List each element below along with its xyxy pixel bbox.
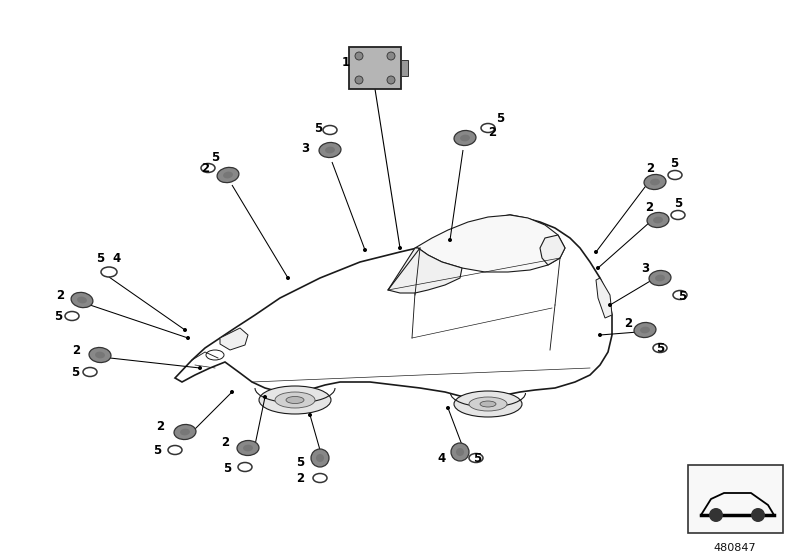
Polygon shape <box>388 248 462 293</box>
Ellipse shape <box>650 179 660 185</box>
Text: 2: 2 <box>624 316 632 329</box>
Ellipse shape <box>223 171 233 179</box>
Circle shape <box>598 333 602 337</box>
Ellipse shape <box>259 386 331 414</box>
Text: 5: 5 <box>674 197 682 209</box>
Ellipse shape <box>655 274 665 281</box>
Ellipse shape <box>237 441 259 455</box>
Bar <box>401 60 408 76</box>
Ellipse shape <box>640 326 650 333</box>
Text: 5: 5 <box>678 290 686 302</box>
Ellipse shape <box>454 130 476 146</box>
Ellipse shape <box>469 397 507 411</box>
Text: 4: 4 <box>438 451 446 464</box>
Circle shape <box>398 246 402 250</box>
Circle shape <box>355 76 363 84</box>
Text: 2: 2 <box>156 421 164 433</box>
Text: 2: 2 <box>201 161 209 175</box>
Circle shape <box>446 406 450 410</box>
Text: 2: 2 <box>56 288 64 301</box>
Text: 480847: 480847 <box>714 543 756 553</box>
Circle shape <box>596 266 600 270</box>
Circle shape <box>751 508 765 522</box>
Text: 5: 5 <box>314 122 322 134</box>
Text: 5: 5 <box>54 310 62 323</box>
Text: 2: 2 <box>296 472 304 484</box>
Text: 5: 5 <box>473 451 481 464</box>
Ellipse shape <box>460 134 470 141</box>
Text: 5: 5 <box>656 342 664 354</box>
Ellipse shape <box>319 142 341 157</box>
Ellipse shape <box>217 167 239 183</box>
Circle shape <box>608 303 612 307</box>
Circle shape <box>363 248 367 252</box>
Polygon shape <box>175 215 612 398</box>
Ellipse shape <box>653 217 663 223</box>
Polygon shape <box>596 278 612 318</box>
Text: 5: 5 <box>223 461 231 474</box>
Polygon shape <box>540 235 565 265</box>
Text: 3: 3 <box>641 262 649 274</box>
Ellipse shape <box>480 401 496 407</box>
Text: 5: 5 <box>71 366 79 379</box>
Bar <box>688 465 783 533</box>
Circle shape <box>387 52 395 60</box>
Ellipse shape <box>649 270 671 286</box>
Ellipse shape <box>180 428 190 435</box>
Ellipse shape <box>311 449 329 467</box>
Circle shape <box>230 390 234 394</box>
Text: 5: 5 <box>153 444 161 456</box>
Circle shape <box>186 336 190 340</box>
Ellipse shape <box>644 175 666 189</box>
Text: 5: 5 <box>496 111 504 124</box>
Ellipse shape <box>89 347 111 362</box>
Text: 2: 2 <box>72 343 80 357</box>
Ellipse shape <box>454 391 522 417</box>
Ellipse shape <box>634 323 656 338</box>
Circle shape <box>286 276 290 280</box>
Ellipse shape <box>77 297 87 304</box>
Text: 5: 5 <box>296 455 304 469</box>
Ellipse shape <box>71 292 93 307</box>
Circle shape <box>387 76 395 84</box>
Ellipse shape <box>647 212 669 227</box>
Ellipse shape <box>174 424 196 440</box>
Circle shape <box>709 508 723 522</box>
Polygon shape <box>415 215 565 272</box>
Circle shape <box>263 395 267 399</box>
Text: 5: 5 <box>670 156 678 170</box>
Circle shape <box>448 238 452 242</box>
Ellipse shape <box>316 454 324 462</box>
Text: 2: 2 <box>646 161 654 175</box>
Polygon shape <box>220 328 248 350</box>
Text: 5: 5 <box>96 251 104 264</box>
Text: 4: 4 <box>113 251 121 264</box>
Text: 2: 2 <box>488 125 496 138</box>
Ellipse shape <box>286 396 304 404</box>
Text: 1: 1 <box>342 55 350 68</box>
Ellipse shape <box>275 392 315 408</box>
Text: 2: 2 <box>645 200 653 213</box>
Ellipse shape <box>325 147 335 153</box>
Circle shape <box>198 366 202 370</box>
Circle shape <box>308 413 312 417</box>
Circle shape <box>183 328 187 332</box>
Circle shape <box>355 52 363 60</box>
Text: 5: 5 <box>211 151 219 164</box>
Ellipse shape <box>243 445 253 451</box>
Ellipse shape <box>451 443 469 461</box>
Text: 2: 2 <box>221 436 229 449</box>
Ellipse shape <box>95 352 105 358</box>
Circle shape <box>594 250 598 254</box>
Ellipse shape <box>456 448 464 456</box>
Bar <box>349 47 401 89</box>
Text: 3: 3 <box>301 142 309 155</box>
